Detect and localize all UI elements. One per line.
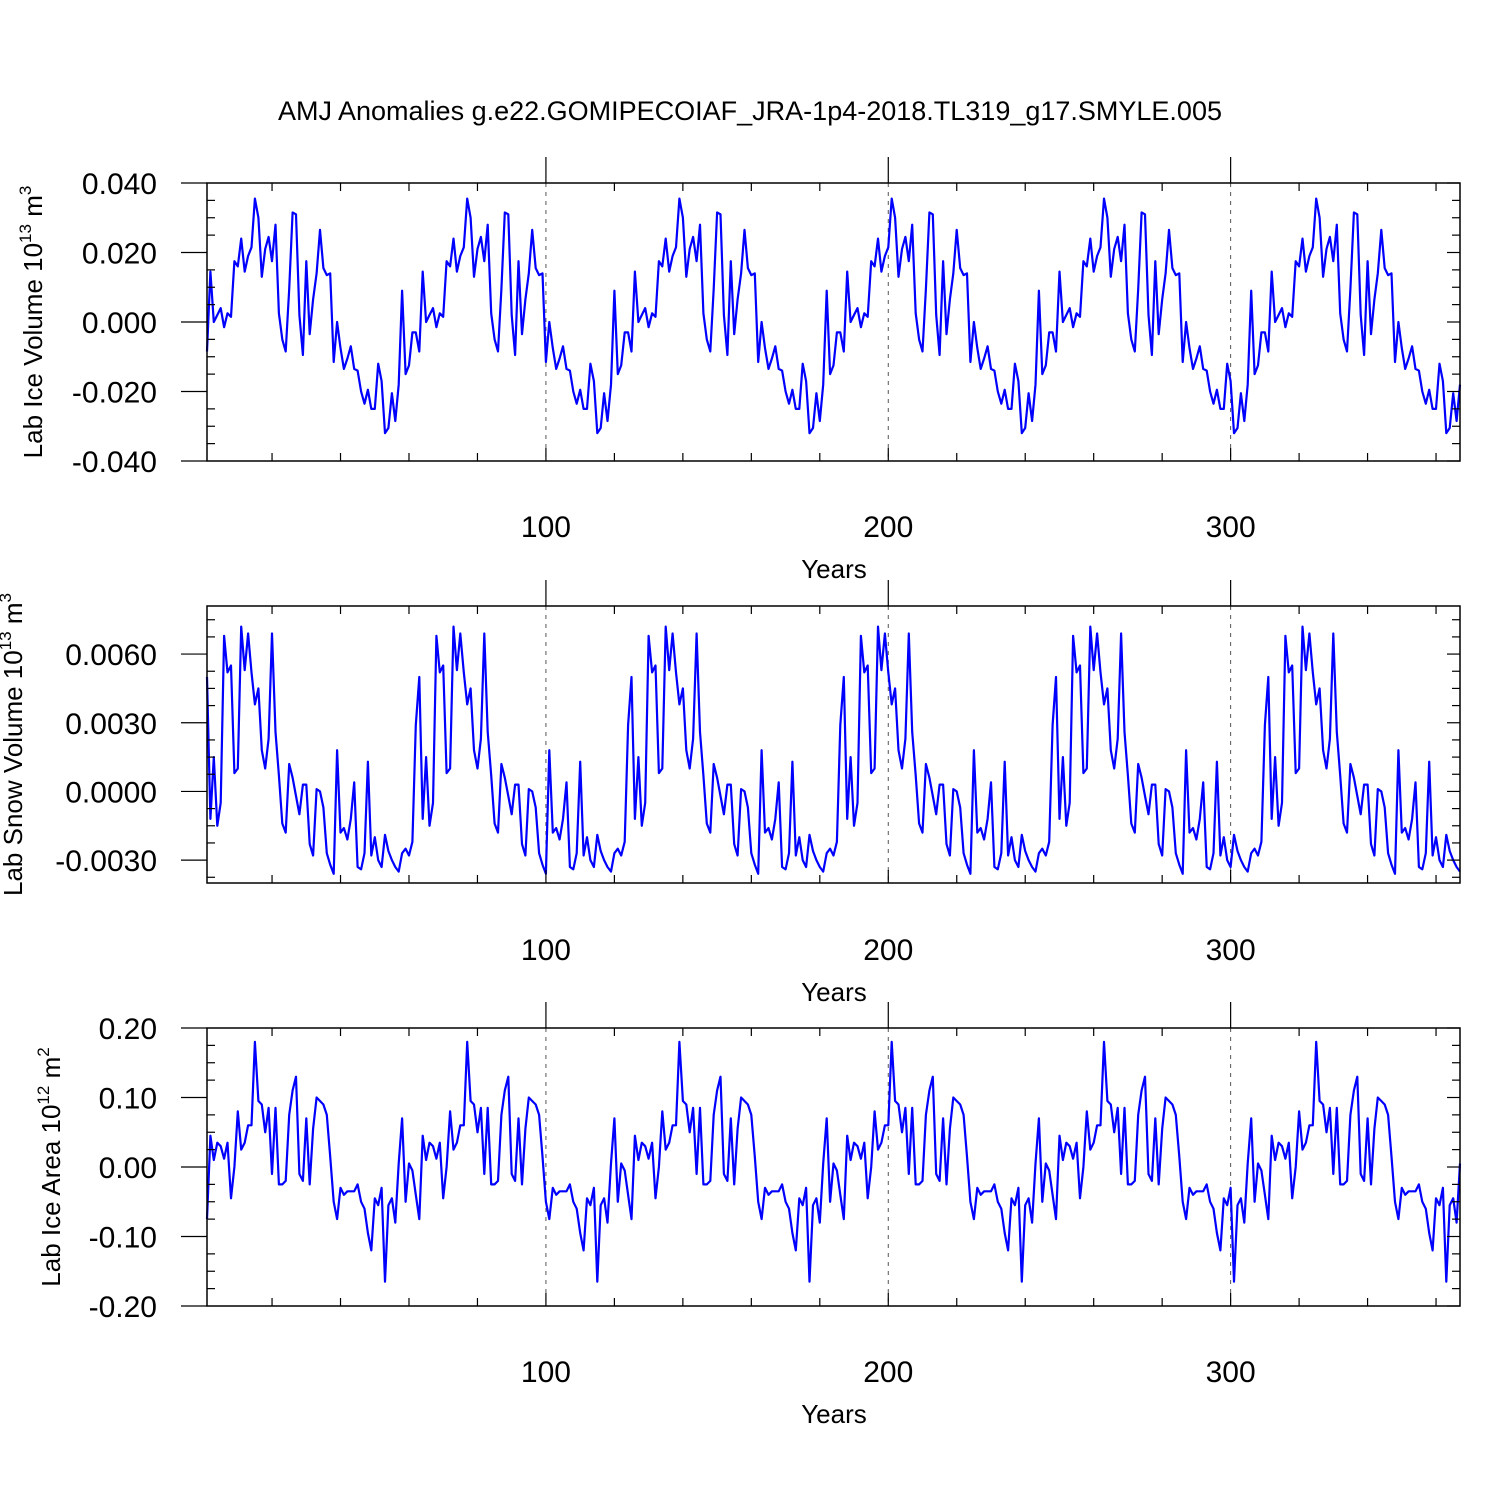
y-axis-label-exponent: 12 bbox=[34, 1086, 53, 1105]
y-tick-label: 0.20 bbox=[99, 1013, 157, 1046]
x-tick-label: 200 bbox=[863, 1356, 913, 1389]
y-axis-label-base: Lab Snow Volume 10 bbox=[0, 650, 28, 896]
y-axis-label-exponent: 13 bbox=[0, 631, 15, 650]
x-axis-label: Years bbox=[801, 554, 867, 584]
y-tick-label: 0.040 bbox=[82, 168, 157, 201]
x-tick-label: 100 bbox=[521, 1356, 571, 1389]
series-line bbox=[205, 197, 1462, 435]
y-axis-label-unit-exponent: 2 bbox=[34, 1047, 53, 1056]
series-line bbox=[205, 625, 1461, 875]
x-axis-label: Years bbox=[801, 1399, 867, 1429]
panels: -0.040 -0.020 0.000 0.020 0.040 100 200 300 Year… bbox=[0, 157, 1462, 1429]
y-tick-label: -0.0030 bbox=[55, 845, 157, 878]
y-tick-label: 0.0060 bbox=[65, 639, 157, 672]
y-tick-label: 0.0030 bbox=[65, 708, 157, 741]
chart-title: AMJ Anomalies g.e22.GOMIPECOIAF_JRA-1p4-… bbox=[278, 96, 1222, 126]
x-axis-label: Years bbox=[801, 977, 867, 1007]
y-axis-label-unit-exponent: 3 bbox=[16, 186, 35, 195]
y-axis-label-unit: m bbox=[36, 1057, 66, 1086]
y-tick-label: 0.020 bbox=[82, 238, 157, 271]
y-axis-label-base: Lab Ice Volume 10 bbox=[18, 243, 48, 458]
panel-3: -0.20 -0.10 0.00 0.10 0.20 100 200 300 Years Lab … bbox=[34, 1002, 1462, 1429]
y-tick-label: -0.020 bbox=[72, 377, 157, 410]
x-tick-label: 100 bbox=[521, 934, 571, 967]
panel-2: -0.0030 0.0000 0.0030 0.0060 100 200 300 Years L… bbox=[0, 580, 1461, 1007]
y-tick-label: 0.0000 bbox=[65, 776, 157, 809]
y-tick-label: 0.10 bbox=[99, 1083, 157, 1116]
y-axis-label: Lab Ice Volume 1013 m3 bbox=[16, 186, 48, 459]
y-axis-label-unit: m bbox=[18, 195, 48, 224]
series-line bbox=[205, 1040, 1462, 1283]
x-tick-label: 100 bbox=[521, 511, 571, 544]
y-axis-label-unit: m bbox=[0, 602, 28, 631]
y-tick-label: 0.00 bbox=[99, 1152, 157, 1185]
y-tick-label: -0.040 bbox=[72, 446, 157, 479]
y-axis-label-base: Lab Ice Area 10 bbox=[36, 1105, 66, 1287]
x-tick-label: 300 bbox=[1206, 934, 1256, 967]
x-tick-label: 200 bbox=[863, 934, 913, 967]
y-axis-label: Lab Ice Area 1012 m2 bbox=[34, 1047, 66, 1286]
x-tick-label: 300 bbox=[1206, 511, 1256, 544]
x-tick-label: 300 bbox=[1206, 1356, 1256, 1389]
y-tick-label: -0.20 bbox=[89, 1291, 157, 1324]
y-tick-label: -0.10 bbox=[89, 1222, 157, 1255]
y-tick-label: 0.000 bbox=[82, 307, 157, 340]
plot-frame bbox=[206, 605, 1461, 884]
y-axis-label: Lab Snow Volume 1013 m3 bbox=[0, 593, 28, 896]
panel-1: -0.040 -0.020 0.000 0.020 0.040 100 200 300 Year… bbox=[16, 157, 1462, 584]
x-tick-label: 200 bbox=[863, 511, 913, 544]
y-axis-label-unit-exponent: 3 bbox=[0, 593, 15, 602]
y-axis-label-exponent: 13 bbox=[16, 224, 35, 243]
